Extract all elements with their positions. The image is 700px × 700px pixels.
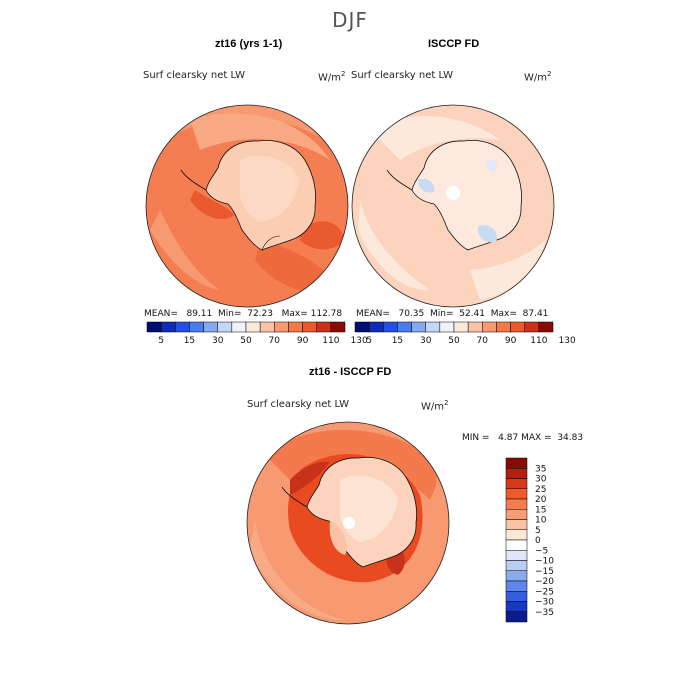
colorbar-swatch: [411, 321, 426, 333]
colorbar-swatch: [505, 457, 528, 469]
map-difference-border: [246, 421, 450, 625]
colorbar-tick-label: 30: [535, 475, 547, 485]
colorbar-tick-label: 70: [477, 336, 489, 346]
panel1-title: zt16 (yrs 1-1): [215, 38, 283, 50]
colorbar-swatch: [231, 321, 247, 333]
colorbar-tick-label: 20: [535, 495, 547, 505]
colorbar-tick-label: 15: [392, 336, 403, 346]
colorbar-swatch: [453, 321, 469, 333]
map-difference: [247, 422, 449, 624]
colorbar-tick-label: −20: [535, 577, 554, 587]
colorbar-swatch: [146, 321, 162, 333]
colorbar-tick-label: 35: [535, 464, 546, 474]
colorbar-swatch: [217, 321, 233, 333]
panel3-title: zt16 - ISCCP FD: [309, 366, 392, 378]
colorbar-swatch: [259, 321, 275, 333]
colorbar-swatch: [505, 478, 528, 489]
panel1-stats: MEAN= 89.11 Min= 72.23 Max= 112.78: [144, 309, 343, 319]
panel2-units: W/m2: [524, 70, 552, 84]
colorbar-swatch: [510, 321, 525, 333]
colorbar-swatch: [505, 468, 528, 479]
panel1-units: W/m2: [318, 70, 346, 84]
colorbar-swatch: [175, 321, 190, 333]
colorbar-tick-label: −15: [535, 567, 554, 577]
colorbar-swatch: [538, 321, 554, 333]
colorbar-swatch: [505, 539, 528, 551]
panel3-variable-label: Surf clearsky net LW: [247, 399, 350, 410]
colorbar-tick-label: 10: [535, 516, 547, 526]
colorbar-tick-label: −5: [535, 546, 548, 556]
colorbar-swatch: [397, 321, 412, 333]
colorbar-tick-label: 5: [366, 336, 372, 346]
colorbar-tick-label: −30: [535, 598, 554, 608]
colorbar-swatch: [505, 560, 528, 571]
colorbar-swatch: [316, 321, 332, 333]
colorbar-tick-label: 5: [535, 526, 541, 536]
colorbar-swatch: [505, 529, 528, 541]
colorbar-swatch: [482, 321, 497, 333]
colorbar-swatch: [368, 321, 384, 333]
colorbar-swatch: [425, 321, 441, 333]
colorbar-swatch: [439, 321, 455, 333]
colorbar-tick-label: 90: [505, 336, 517, 346]
colorbar-tick-label: 90: [297, 336, 309, 346]
colorbar-tick-label: 130: [559, 336, 576, 346]
colorbar-tick-label: 130: [351, 336, 368, 346]
colorbar-swatch: [383, 321, 398, 333]
colorbar-swatch: [505, 519, 528, 530]
colorbar-swatch: [302, 321, 317, 333]
colorbar-tick-label: −35: [535, 608, 554, 618]
colorbar-swatch: [203, 321, 218, 333]
colorbar-swatch: [505, 509, 528, 520]
colorbar-swatch: [160, 321, 176, 333]
colorbar-isccp: 5 15 30 50 70 90 110 130: [354, 321, 576, 346]
colorbar-swatch: [505, 570, 528, 582]
colorbar-swatch: [467, 321, 483, 333]
season-title: DJF: [332, 8, 368, 32]
colorbar-swatch: [496, 321, 511, 333]
colorbar-swatch: [505, 611, 528, 623]
panel2-variable-label: Surf clearsky net LW: [351, 70, 454, 81]
colorbar-swatch: [288, 321, 303, 333]
panel2-title: ISCCP FD: [428, 38, 480, 50]
colorbar-tick-label: 70: [269, 336, 281, 346]
colorbar-swatch: [189, 321, 204, 333]
colorbar-tick-label: 30: [420, 336, 432, 346]
colorbar-swatch: [505, 488, 528, 500]
colorbar-swatch: [505, 591, 528, 602]
colorbar-tick-label: 50: [240, 336, 252, 346]
colorbar-tick-label: 15: [184, 336, 195, 346]
colorbar-tick-label: 110: [322, 336, 339, 346]
colorbar-swatch: [505, 580, 528, 592]
map-isccp: [352, 105, 554, 307]
colorbar-swatch: [274, 321, 289, 333]
colorbar-swatch: [330, 321, 346, 333]
colorbar-tick-label: 5: [158, 336, 164, 346]
colorbar-swatch: [524, 321, 540, 333]
colorbar-swatch: [505, 498, 528, 510]
panel3-stats: MIN = 4.87 MAX = 34.83: [462, 433, 584, 443]
colorbar-tick-label: 50: [448, 336, 460, 346]
colorbar-tick-label: −10: [535, 557, 554, 567]
colorbar-swatch: [505, 550, 528, 561]
colorbar-tick-label: 0: [535, 536, 541, 546]
colorbar-tick-label: −25: [535, 587, 554, 597]
panel1-variable-label: Surf clearsky net LW: [143, 70, 246, 81]
colorbar-tick-label: 30: [212, 336, 224, 346]
colorbar-zt16: 5 15 30 50 70 90 110 130: [146, 321, 368, 346]
colorbar-tick-label: 110: [530, 336, 547, 346]
colorbar-swatch: [245, 321, 261, 333]
panel3-units: W/m2: [421, 399, 449, 413]
colorbar-tick-label: 15: [535, 505, 546, 515]
panel2-stats: MEAN= 70.35 Min= 52.41 Max= 87.41: [356, 309, 549, 319]
map-zt16-border: [145, 104, 349, 308]
colorbar-tick-label: 25: [535, 485, 546, 495]
colorbar-swatch: [354, 321, 370, 333]
colorbar-swatch: [505, 601, 528, 612]
map-isccp-border: [351, 104, 555, 308]
